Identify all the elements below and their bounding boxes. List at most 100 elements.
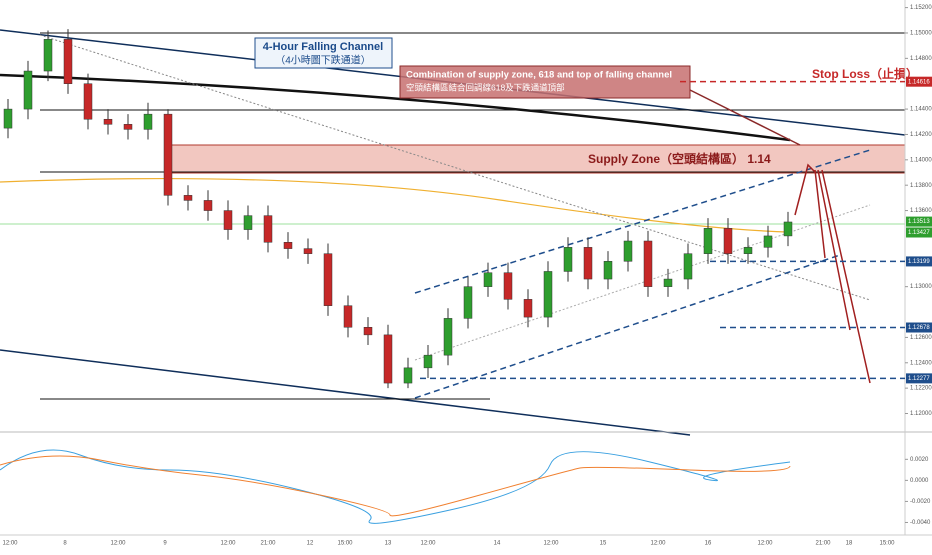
candle-body [443, 318, 453, 356]
candle-body [703, 228, 713, 254]
candle-body [323, 253, 333, 306]
fib-line [39, 34, 871, 301]
candle-body [523, 299, 533, 318]
x-tick-label: 21:00 [260, 541, 276, 547]
candle-body [483, 272, 493, 287]
x-tick-label: 21:00 [815, 541, 831, 547]
candle-body [563, 247, 573, 272]
x-tick-label: 15:00 [879, 541, 895, 547]
price-tag-label: 1.13513 [908, 219, 930, 225]
candle-body [3, 108, 13, 129]
combo-text-zh: 空頭結構區結合回調線618及下跌通道頂部 [406, 82, 565, 92]
candle-body [723, 228, 733, 254]
y-tick-label: 1.14400 [910, 107, 932, 113]
price-tag-label: 1.13199 [908, 259, 930, 265]
x-tick-label: 15:00 [337, 541, 353, 547]
candle-body [343, 305, 353, 328]
x-tick-label: 15 [600, 541, 607, 547]
x-tick-label: 12:00 [543, 541, 559, 547]
signal-line [0, 455, 791, 517]
candle-body [223, 210, 233, 230]
candle-body [783, 221, 793, 237]
combo-box [399, 65, 691, 99]
price-tag-label: 1.14616 [908, 79, 930, 85]
macd-line [0, 449, 791, 524]
candle-body [643, 240, 653, 287]
candle-body [583, 247, 593, 280]
y-tick-label: 1.13800 [910, 183, 932, 189]
candle-body [623, 240, 633, 262]
x-tick-label: 12:00 [420, 541, 436, 547]
x-tick-label: 14 [494, 541, 501, 547]
candle-body [743, 247, 753, 254]
x-tick-label: 16 [705, 541, 712, 547]
x-tick-label: 13 [385, 541, 392, 547]
y-tick-label: 1.14800 [910, 56, 932, 62]
channel-bottom [0, 349, 691, 436]
channel-subtitle: （4小時圖下跌通道） [275, 54, 371, 67]
x-tick-label: 12:00 [110, 541, 126, 547]
supply-zone [164, 144, 906, 174]
channel-box [254, 37, 393, 69]
candle-body [603, 261, 613, 280]
candle-body [43, 39, 53, 72]
y-tick-label: 1.12200 [910, 386, 932, 392]
price-tag-label: 1.12277 [908, 376, 930, 382]
candle-body [683, 253, 693, 280]
projection-arrows [794, 163, 871, 384]
x-tick-label: 12:00 [650, 541, 666, 547]
price-tag [906, 256, 932, 267]
y-tick-label: 1.14000 [910, 157, 932, 163]
candle-body [63, 39, 73, 84]
macd-tick-label: 0.0000 [910, 478, 929, 484]
y-tick-label: 1.13000 [910, 284, 932, 290]
x-tick-label: 12 [307, 541, 314, 547]
candle-body [503, 272, 513, 300]
price-tag-label: 1.13427 [908, 230, 930, 236]
candle-body [163, 113, 173, 196]
stop-loss-label: Stop Loss（止損） [812, 66, 918, 81]
candle-body [763, 235, 773, 248]
x-tick-label: 18 [846, 541, 853, 547]
x-tick-label: 12:00 [2, 541, 18, 547]
moving-average [0, 177, 791, 233]
price-tag [906, 373, 932, 384]
combo-text: Combination of supply zone, 618 and top … [406, 70, 672, 81]
y-tick-label: 1.14200 [910, 132, 932, 138]
rising-channel [414, 254, 841, 399]
supply-zone-label: Supply Zone（空頭結構區） 1.14 [588, 151, 771, 166]
candle-body [183, 195, 193, 201]
x-tick-label: 12:00 [220, 541, 236, 547]
x-tick-label: 9 [163, 541, 167, 547]
price-tag-label: 1.12678 [908, 325, 930, 331]
macd-tick-label: -0.0040 [910, 520, 931, 526]
candle-body [83, 83, 93, 120]
price-tag [906, 322, 932, 333]
callout-line [689, 89, 801, 146]
candle-body [263, 215, 273, 243]
candle-body [203, 200, 213, 211]
y-tick-label: 1.15200 [910, 5, 932, 11]
candle-body [403, 367, 413, 384]
x-tick-label: 12:00 [757, 541, 773, 547]
candle-body [23, 70, 33, 110]
candle-body [423, 354, 433, 369]
channel-title: 4-Hour Falling Channel [263, 41, 383, 53]
y-tick-label: 1.15000 [910, 31, 932, 37]
y-tick-label: 1.12000 [910, 411, 932, 417]
candle-body [463, 286, 473, 319]
candle-body [543, 271, 553, 318]
price-tag [906, 216, 932, 227]
macd-tick-label: 0.0020 [910, 457, 929, 463]
y-tick-label: 1.12400 [910, 360, 932, 366]
rising-mid [414, 204, 871, 361]
y-tick-label: 1.13600 [910, 208, 932, 214]
price-tag [906, 76, 932, 87]
price-tag [906, 227, 932, 238]
candle-body [663, 278, 673, 287]
x-tick-label: 8 [63, 541, 67, 547]
candle-body [363, 327, 373, 336]
candle-body [243, 215, 253, 230]
candle-body [303, 248, 313, 254]
